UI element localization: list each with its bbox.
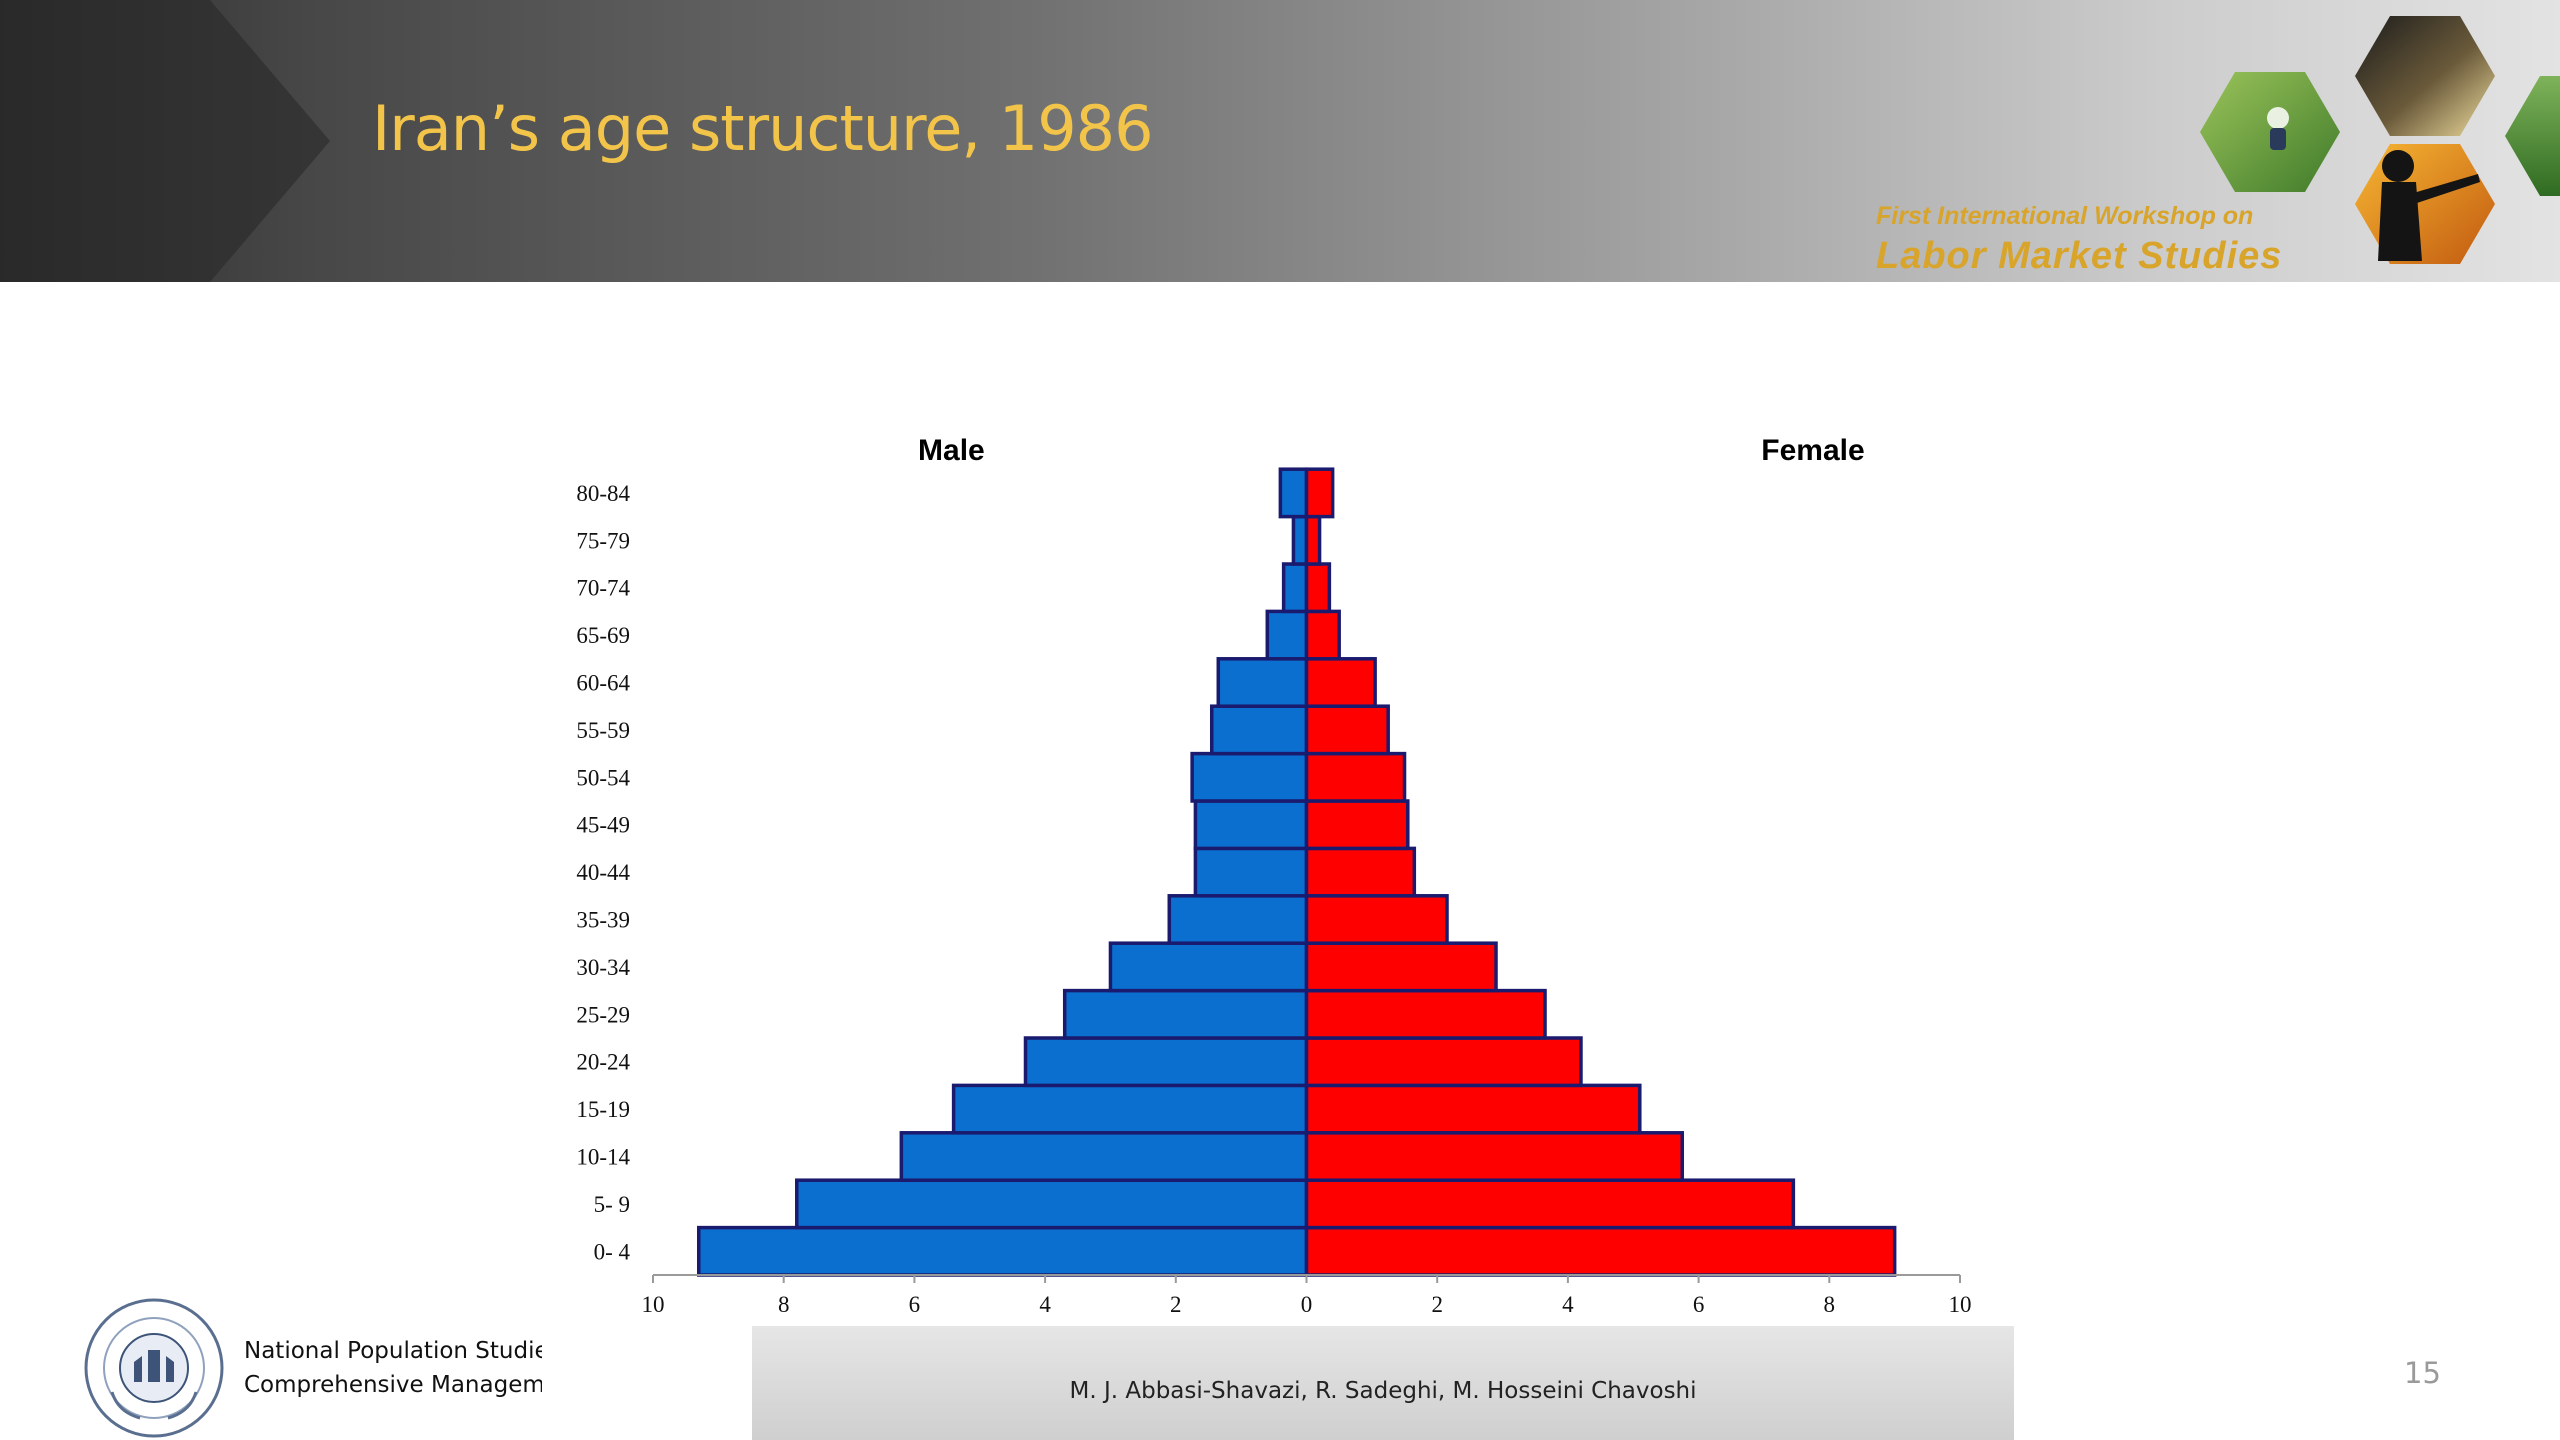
age-group-label: 65-69 <box>576 623 630 648</box>
bar-male-40-44 <box>1193 846 1309 898</box>
bar-female-45-49 <box>1304 799 1410 851</box>
x-tick-label: 10 <box>642 1292 665 1317</box>
bar-female-15-19 <box>1304 1083 1642 1135</box>
series-header-male: Male <box>918 434 985 467</box>
workshop-hex-collage <box>2200 16 2560 264</box>
bar-female-20-24 <box>1304 1036 1583 1088</box>
bar-female-60-64 <box>1304 657 1377 708</box>
footer-authors: M. J. Abbasi-Shavazi, R. Sadeghi, M. Hos… <box>1069 1378 1697 1404</box>
bar-female-10-14 <box>1304 1131 1685 1182</box>
bar-male-15-19 <box>951 1083 1309 1135</box>
age-group-label: 5- 9 <box>594 1192 630 1217</box>
slide-header: Iran’s age structure, 1986 First Interna… <box>0 0 2560 282</box>
x-tick-label: 10 <box>1949 1292 1972 1317</box>
worker-silhouette-hex <box>2355 144 2495 264</box>
bar-male-25-29 <box>1062 988 1309 1040</box>
bar-female-25-29 <box>1304 988 1547 1040</box>
x-tick-label: 4 <box>1039 1292 1051 1317</box>
x-tick-label: 2 <box>1431 1292 1443 1317</box>
x-tick-label: 4 <box>1562 1292 1574 1317</box>
bar-male-5-9 <box>795 1178 1309 1230</box>
x-tick-label: 0 <box>1301 1292 1313 1317</box>
bar-male-75-79 <box>1291 514 1309 566</box>
bar-female-0-4 <box>1304 1225 1897 1277</box>
bar-female-55-59 <box>1304 704 1390 756</box>
age-group-label: 15-19 <box>576 1097 630 1122</box>
age-group-label: 40-44 <box>576 860 630 885</box>
bar-male-70-74 <box>1281 562 1309 614</box>
bar-female-40-44 <box>1304 846 1417 898</box>
bar-male-65-69 <box>1265 609 1309 661</box>
organization-name-line-2: Comprehensive Management <box>244 1372 542 1398</box>
workshop-line-1: First International Workshop on <box>1876 202 2254 230</box>
bar-female-50-54 <box>1304 751 1407 803</box>
page-number: 15 <box>2404 1356 2441 1390</box>
x-tick-label: 6 <box>1693 1292 1705 1317</box>
bar-male-20-24 <box>1023 1036 1309 1088</box>
bar-male-45-49 <box>1193 799 1309 851</box>
age-group-label: 70-74 <box>576 576 630 601</box>
bar-female-75-79 <box>1304 514 1322 566</box>
age-group-label: 80-84 <box>576 481 630 506</box>
age-group-label: 75-79 <box>576 528 630 553</box>
slide-title: Iran’s age structure, 1986 <box>372 92 1154 165</box>
workshop-banner: First International Workshop on Labor Ma… <box>1876 202 2396 278</box>
age-group-label: 45-49 <box>576 813 630 838</box>
age-group-label: 55-59 <box>576 718 630 743</box>
age-group-label: 0- 4 <box>594 1239 631 1264</box>
age-group-label: 20-24 <box>576 1050 630 1075</box>
bar-female-5-9 <box>1304 1178 1796 1230</box>
bar-male-55-59 <box>1209 704 1309 756</box>
x-tick-label: 8 <box>778 1292 790 1317</box>
age-group-label: 35-39 <box>576 908 630 933</box>
bar-male-80-84 <box>1278 467 1309 519</box>
bar-female-70-74 <box>1304 562 1332 614</box>
x-tick-label: 6 <box>909 1292 921 1317</box>
x-tick-label: 8 <box>1824 1292 1836 1317</box>
bar-female-30-34 <box>1304 941 1498 993</box>
bar-female-35-39 <box>1304 894 1449 945</box>
organization-name-line-1: National Population Studies <box>244 1338 542 1364</box>
population-pyramid-chart: Male Female 0- 4 5- 9 10-14 15-19 20-24 25-29 30… <box>576 434 1972 1317</box>
bar-female-80-84 <box>1304 467 1335 519</box>
age-group-label: 60-64 <box>576 671 630 696</box>
workshop-line-2: Labor Market Studies <box>1876 235 2283 277</box>
header-chevron-decoration <box>0 0 330 282</box>
bar-male-10-14 <box>899 1131 1309 1182</box>
organization-name: National Population Studies Comprehensiv… <box>244 1334 542 1402</box>
age-group-label: 10-14 <box>576 1145 630 1170</box>
footer-band: M. J. Abbasi-Shavazi, R. Sadeghi, M. Hos… <box>752 1326 2014 1440</box>
age-group-label: 25-29 <box>576 1002 630 1027</box>
age-group-label: 30-34 <box>576 955 630 980</box>
bar-male-0-4 <box>696 1225 1309 1277</box>
x-tick-label: 2 <box>1170 1292 1182 1317</box>
bar-male-35-39 <box>1167 894 1309 945</box>
age-group-label: 50-54 <box>576 765 630 790</box>
institute-logo-icon <box>84 1298 224 1438</box>
welding-photo-hex <box>2355 16 2495 136</box>
series-header-female: Female <box>1761 434 1864 467</box>
bar-male-50-54 <box>1190 751 1309 803</box>
bar-male-60-64 <box>1216 657 1309 708</box>
bar-male-30-34 <box>1108 941 1309 993</box>
green-edge-hex <box>2505 76 2560 196</box>
bar-female-65-69 <box>1304 609 1341 661</box>
